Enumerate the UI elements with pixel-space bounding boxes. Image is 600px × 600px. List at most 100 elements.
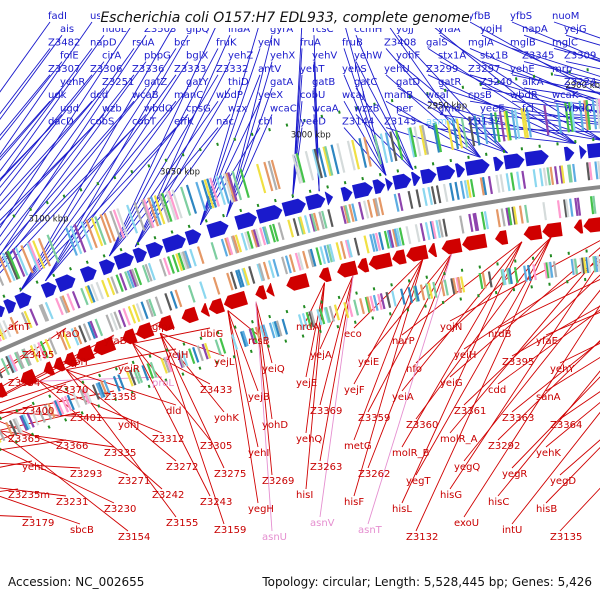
forward-gene-leader: [45, 87, 189, 282]
forward-gene-leader: [0, 114, 105, 226]
kbp-tick-label: 2950 kbp: [427, 101, 467, 111]
reverse-cog-stripe: [501, 268, 507, 286]
reverse-gene-leader: [39, 376, 163, 382]
reverse-cog-stripe: [468, 213, 474, 232]
reverse-cog-stripe: [543, 262, 548, 279]
forward-gene-label: wcaA: [312, 103, 339, 114]
reverse-cog-stripe: [472, 213, 478, 232]
reverse-cog-stripe: [262, 324, 269, 341]
reverse-cog-stripe: [55, 399, 65, 415]
reverse-cog-stripe: [162, 357, 171, 373]
forward-cog-stripe: [543, 105, 550, 136]
reverse-cog-stripe: [145, 299, 154, 318]
reverse-gene-arrow: [406, 244, 429, 262]
forward-cog-stripe: [219, 174, 231, 204]
forward-cog-stripe: [317, 147, 327, 178]
forward-cog-stripe: [358, 138, 368, 168]
forward-cog-stripe: [244, 231, 252, 250]
reverse-cog-stripe: [125, 370, 134, 387]
reverse-cog-stripe: [432, 281, 438, 298]
forward-cog-stripe: [44, 301, 54, 320]
forward-cog-stripe: [161, 192, 173, 222]
forward-gene-arrow: [55, 274, 76, 293]
reverse-gene-label: Z3159: [214, 525, 246, 536]
reverse-gene-label: Z3293: [70, 469, 102, 480]
forward-gene-label: fruA: [300, 37, 321, 48]
reverse-gene-arrow: [462, 233, 488, 251]
forward-cog-stripe: [318, 211, 325, 230]
reverse-gene-arrow: [136, 322, 155, 340]
reverse-gene-label: Z3334: [8, 378, 40, 389]
reverse-cog-stripe: [506, 268, 511, 285]
reverse-gene-label: rcsB: [248, 336, 270, 347]
reverse-gene-leader: [449, 261, 600, 490]
forward-gene-label: dcd: [90, 90, 108, 101]
forward-cog-stripe: [481, 114, 489, 145]
reverse-gene-leader: [449, 247, 600, 378]
forward-gene-label: fadI: [48, 11, 67, 22]
forward-cog-stripe: [141, 199, 153, 229]
forward-gene-label: mglC: [552, 37, 578, 48]
forward-gene-label: cbl: [258, 117, 273, 128]
reverse-gene-leader: [367, 253, 452, 413]
forward-gene-label: manB: [384, 90, 413, 101]
reverse-gene-leader: [227, 310, 259, 392]
reverse-gene-label: yeiQ: [262, 364, 285, 375]
forward-gene-label: dacD: [48, 117, 74, 128]
forward-gene-leader: [439, 113, 600, 141]
forward-cog-stripe: [0, 275, 5, 287]
reverse-cog-stripe: [393, 228, 400, 247]
forward-cog-stripe: [312, 212, 320, 231]
reverse-gene-leader: [401, 241, 523, 392]
forward-cog-stripe: [556, 103, 562, 134]
reverse-cog-stripe: [8, 420, 18, 436]
reverse-cog-stripe: [177, 351, 185, 368]
forward-cog-stripe: [363, 200, 370, 219]
forward-cog-stripe: [0, 328, 6, 341]
forward-cog-stripe: [479, 177, 485, 196]
reverse-cog-stripe: [135, 303, 144, 321]
reverse-gene-leader: [545, 401, 600, 448]
forward-cog-stripe: [27, 241, 42, 271]
reverse-gene-leader: [0, 421, 129, 476]
reverse-cog-stripe: [199, 281, 207, 300]
forward-cog-stripe: [588, 161, 593, 181]
reverse-cog-stripe: [500, 269, 506, 286]
reverse-cog-stripe: [344, 239, 352, 258]
forward-cog-stripe: [532, 169, 538, 188]
forward-cog-stripe: [586, 162, 591, 181]
reverse-gene-leader: [367, 253, 453, 525]
reverse-cog-stripe: [507, 207, 513, 226]
reverse-cog-stripe: [347, 301, 354, 318]
reverse-gene-label: Z3370: [56, 385, 88, 396]
forward-cog-stripe: [340, 205, 347, 224]
reverse-cog-stripe: [95, 382, 104, 399]
reverse-cog-stripe: [241, 268, 249, 286]
reverse-cog-stripe: [569, 198, 574, 217]
reverse-cog-stripe: [8, 354, 19, 372]
reverse-cog-stripe: [556, 200, 562, 219]
reverse-cog-stripe: [181, 350, 189, 367]
forward-gene-leader: [19, 21, 177, 292]
reverse-gene-leader: [497, 279, 600, 329]
forward-cog-stripe: [327, 209, 334, 228]
forward-gene-leader: [0, 87, 105, 211]
reverse-gene-arrow: [523, 224, 543, 241]
forward-gene-label: gatZ: [144, 77, 167, 88]
forward-cog-stripe: [463, 180, 470, 199]
reverse-cog-stripe: [212, 276, 221, 295]
forward-cog-stripe: [351, 139, 360, 170]
forward-cog-stripe: [313, 148, 323, 179]
forward-cog-stripe: [493, 112, 501, 143]
forward-gene-leader: [0, 74, 51, 137]
reverse-cog-stripe: [324, 306, 332, 323]
forward-gene-label: yohF: [396, 51, 420, 62]
forward-gene-label: mglB: [510, 37, 536, 48]
reverse-gene-label: yfaE: [536, 336, 558, 347]
reverse-gene-arrow: [441, 238, 463, 255]
forward-cog-stripe: [389, 131, 398, 162]
reverse-cog-stripe: [391, 290, 397, 307]
reverse-cog-stripe: [100, 380, 109, 397]
reverse-cog-stripe: [294, 252, 302, 271]
